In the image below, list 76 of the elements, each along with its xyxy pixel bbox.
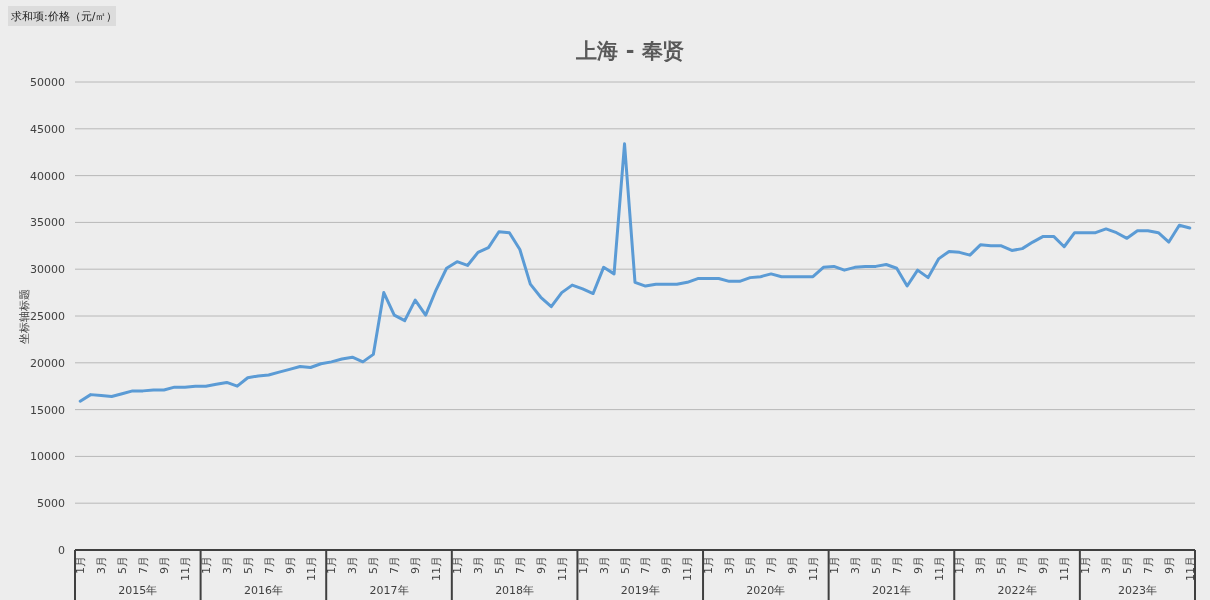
x-tick-label: 3月 xyxy=(95,556,109,574)
chart-title: 上海 - 奉贤 xyxy=(575,39,684,63)
text: 2016年 xyxy=(243,584,283,597)
y-tick-label: 35000 xyxy=(30,216,65,230)
x-tick-label: 11月 xyxy=(178,556,192,581)
x-tick-label: 3月 xyxy=(346,556,360,574)
x-tick-label: 9月 xyxy=(1037,556,1051,574)
x-tick-label: 11月 xyxy=(304,556,318,581)
x-tick-label: 5月 xyxy=(367,556,381,574)
x-tick-label: 3月 xyxy=(723,556,737,574)
x-tick-label: 5月 xyxy=(492,556,506,574)
y-axis-title: 坐标轴标题 xyxy=(18,288,31,344)
y-tick-label: 40000 xyxy=(30,169,65,183)
x-tick-label: 1月 xyxy=(199,556,213,574)
x-tick-label: 3月 xyxy=(974,556,988,574)
y-tick-label: 5000 xyxy=(37,497,65,511)
x-tick-label: 1月 xyxy=(576,556,590,574)
text: 2019年 xyxy=(620,584,660,597)
text: 2017年 xyxy=(369,584,409,597)
x-tick-label: 3月 xyxy=(597,556,611,574)
x-tick-label: 11月 xyxy=(806,556,820,581)
x-tick-label: 1月 xyxy=(702,556,716,574)
x-tick-label: 7月 xyxy=(137,556,151,574)
x-tick-label: 11月 xyxy=(932,556,946,581)
x-tick-label: 5月 xyxy=(241,556,255,574)
x-tick-label: 11月 xyxy=(1058,556,1072,581)
x-tick-label: 7月 xyxy=(765,556,779,574)
x-tick-label: 7月 xyxy=(1141,556,1155,574)
x-tick-label: 3月 xyxy=(848,556,862,574)
x-tick-label: 7月 xyxy=(513,556,527,574)
y-tick-label: 30000 xyxy=(30,263,65,277)
x-tick-label: 1月 xyxy=(325,556,339,574)
text: 2018年 xyxy=(495,584,535,597)
x-tick-label: 5月 xyxy=(869,556,883,574)
x-tick-label: 1月 xyxy=(451,556,465,574)
y-tick-label: 25000 xyxy=(30,310,65,323)
text: 2023年 xyxy=(1117,584,1157,597)
x-tick-label: 11月 xyxy=(430,556,444,581)
x-tick-label: 11月 xyxy=(681,556,695,581)
x-tick-label: 9月 xyxy=(1162,556,1176,574)
x-tick-label: 3月 xyxy=(471,556,485,574)
x-tick-label: 5月 xyxy=(1120,556,1134,574)
x-tick-label: 3月 xyxy=(220,556,234,574)
x-tick-label: 9月 xyxy=(534,556,548,574)
y-tick-label: 10000 xyxy=(30,450,65,464)
x-tick-label: 5月 xyxy=(116,556,130,574)
x-tick-label: 1月 xyxy=(953,556,967,574)
x-tick-label: 9月 xyxy=(660,556,674,574)
text: 2015年 xyxy=(118,584,158,597)
x-tick-label: 7月 xyxy=(639,556,653,574)
x-tick-label: 3月 xyxy=(1100,556,1114,574)
text: 求和项:价格（元/㎡） xyxy=(11,10,118,23)
text: 2021年 xyxy=(871,584,911,597)
x-tick-label: 7月 xyxy=(262,556,276,574)
x-tick-label: 7月 xyxy=(890,556,904,574)
x-tick-label: 9月 xyxy=(786,556,800,574)
x-tick-label: 5月 xyxy=(995,556,1009,574)
x-tick-label: 5月 xyxy=(744,556,758,574)
x-tick-label: 9月 xyxy=(157,556,171,574)
x-tick-label: 7月 xyxy=(388,556,402,574)
x-tick-label: 1月 xyxy=(827,556,841,574)
y-tick-label: 20000 xyxy=(30,356,65,370)
x-tick-label: 9月 xyxy=(911,556,925,574)
text: 2022年 xyxy=(997,584,1037,597)
y-tick-label: 45000 xyxy=(30,122,65,136)
x-tick-label: 7月 xyxy=(1016,556,1030,574)
x-tick-label: 9月 xyxy=(283,556,297,574)
y-tick-label: 15000 xyxy=(30,403,65,417)
x-tick-label: 1月 xyxy=(1079,556,1093,574)
x-tick-label: 1月 xyxy=(74,556,88,574)
x-tick-label: 11月 xyxy=(555,556,569,581)
y-tick-label: 0 xyxy=(58,544,65,557)
text: 2020年 xyxy=(746,584,786,597)
y-tick-label: 50000 xyxy=(30,76,65,89)
x-tick-label: 9月 xyxy=(409,556,423,574)
x-tick-label: 5月 xyxy=(618,556,632,574)
